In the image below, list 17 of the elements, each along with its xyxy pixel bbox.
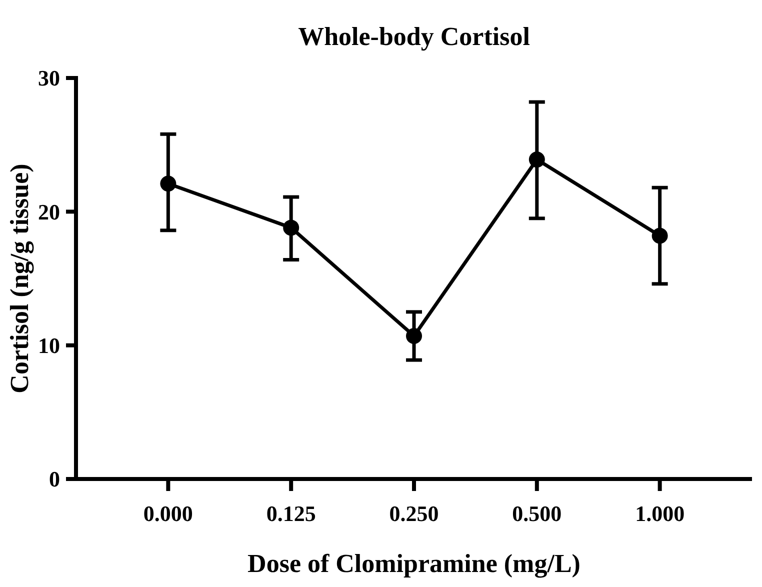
x-tick-label: 1.000 — [635, 501, 685, 526]
x-axis-title: Dose of Clomipramine (mg/L) — [248, 549, 580, 578]
point — [652, 228, 668, 244]
point — [406, 328, 422, 344]
point — [528, 152, 545, 168]
x-tick-label: 0.500 — [512, 501, 562, 526]
x-tick-label: 0.000 — [143, 501, 193, 526]
y-tick-label: 30 — [38, 66, 60, 91]
point — [283, 220, 300, 236]
x-tick-label: 0.250 — [389, 501, 439, 526]
y-axis-title: Cortisol (ng/g tissue) — [5, 164, 34, 394]
y-tick-label: 0 — [49, 466, 60, 492]
x-tick-label: 0.125 — [266, 501, 316, 526]
chart-title: Whole-body Cortisol — [298, 22, 530, 51]
point — [160, 176, 176, 192]
y-tick-label: 20 — [38, 199, 60, 224]
y-tick-label: 10 — [38, 333, 60, 358]
